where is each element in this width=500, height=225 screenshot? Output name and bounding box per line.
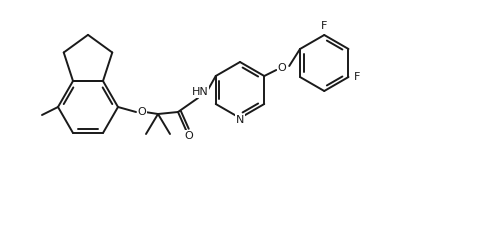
Text: N: N [236,115,244,125]
Text: F: F [321,21,328,31]
Text: O: O [278,63,286,73]
Text: F: F [354,72,360,82]
Text: O: O [138,107,146,117]
Text: HN: HN [192,87,208,97]
Text: O: O [184,131,194,141]
